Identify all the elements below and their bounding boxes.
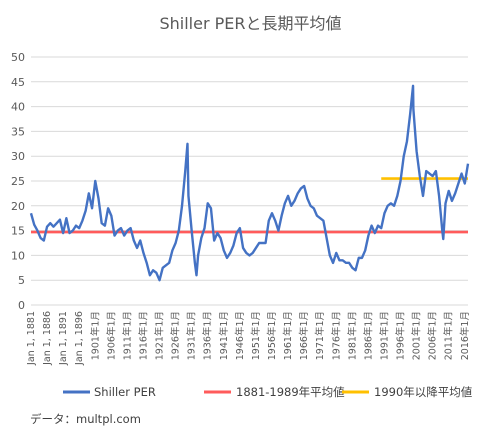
legend-item-1881-1989-average: 1881-1989年平均値 xyxy=(204,385,345,399)
y-tick-label: 20 xyxy=(11,200,25,213)
legend: Shiller PER 1881-1989年平均値 1990年以降平均値 xyxy=(63,385,473,399)
x-tick-label: 1901年1月 xyxy=(89,311,101,360)
y-tick-label: 15 xyxy=(11,225,25,238)
y-tick-label: 10 xyxy=(11,249,25,262)
series-line-shiller-per xyxy=(29,84,470,282)
x-tick-label: 2011年1月 xyxy=(443,311,455,360)
legend-item-1990-average: 1990年以降平均値 xyxy=(342,385,473,399)
legend-item-shiller-per: Shiller PER xyxy=(63,385,156,399)
x-tick-label: 1961年1月 xyxy=(282,311,294,360)
x-tick-label: 1946年1月 xyxy=(234,311,246,360)
y-tick-label: 40 xyxy=(11,101,25,114)
x-tick-label: 1921年1月 xyxy=(154,311,166,360)
source-note: データ：multpl.com xyxy=(30,412,141,426)
x-tick-label: 1991年1月 xyxy=(378,311,390,360)
y-tick-label: 50 xyxy=(11,51,25,64)
x-tick-label: 1986年1月 xyxy=(362,311,374,360)
y-axis-ticks: 0 5 10 15 20 25 30 35 40 45 50 xyxy=(11,51,25,312)
x-tick-label: 1966年1月 xyxy=(298,311,310,360)
x-tick-label: 1906年1月 xyxy=(105,311,117,360)
grid-layer xyxy=(31,56,468,306)
x-tick-label: 2006年1月 xyxy=(427,311,439,360)
x-tick-label: Jan 1, 1896 xyxy=(74,311,85,366)
x-tick-label: Jan 1, 1886 xyxy=(42,311,53,366)
legend-label: Shiller PER xyxy=(94,385,156,399)
x-tick-label: 1996年1月 xyxy=(395,311,407,360)
x-tick-label: 1931年1月 xyxy=(186,311,198,360)
x-tick-label: 1926年1月 xyxy=(170,311,182,360)
x-tick-label: 1981年1月 xyxy=(346,311,358,360)
legend-label: 1881-1989年平均値 xyxy=(236,385,345,399)
x-tick-label: 1971年1月 xyxy=(314,311,326,360)
x-tick-label: 2016年1月 xyxy=(459,311,471,360)
y-tick-label: 0 xyxy=(18,299,25,312)
y-tick-label: 35 xyxy=(11,125,25,138)
x-tick-label: 1916年1月 xyxy=(137,311,149,360)
legend-label: 1990年以降平均値 xyxy=(374,385,473,399)
x-tick-label: 2001年1月 xyxy=(411,311,423,360)
y-tick-label: 30 xyxy=(11,150,25,163)
x-tick-label: Jan 1, 1891 xyxy=(58,311,69,366)
x-tick-label: 1911年1月 xyxy=(121,311,133,360)
y-tick-label: 25 xyxy=(11,175,25,188)
x-tick-label: 1936年1月 xyxy=(202,311,214,360)
chart-title: Shiller PERと長期平均値 xyxy=(159,14,341,33)
x-tick-label: Jan 1, 1881 xyxy=(26,311,37,366)
y-tick-label: 45 xyxy=(11,76,25,89)
x-tick-label: 1951年1月 xyxy=(250,311,262,360)
x-tick-label: 1941年1月 xyxy=(218,311,230,360)
x-tick-label: 1956年1月 xyxy=(266,311,278,360)
y-tick-label: 5 xyxy=(18,274,25,287)
series-layer xyxy=(29,84,470,282)
x-tick-label: 1976年1月 xyxy=(330,311,342,360)
x-axis-ticks: Jan 1, 1881 Jan 1, 1886 Jan 1, 1891 Jan 1, … xyxy=(26,311,471,366)
